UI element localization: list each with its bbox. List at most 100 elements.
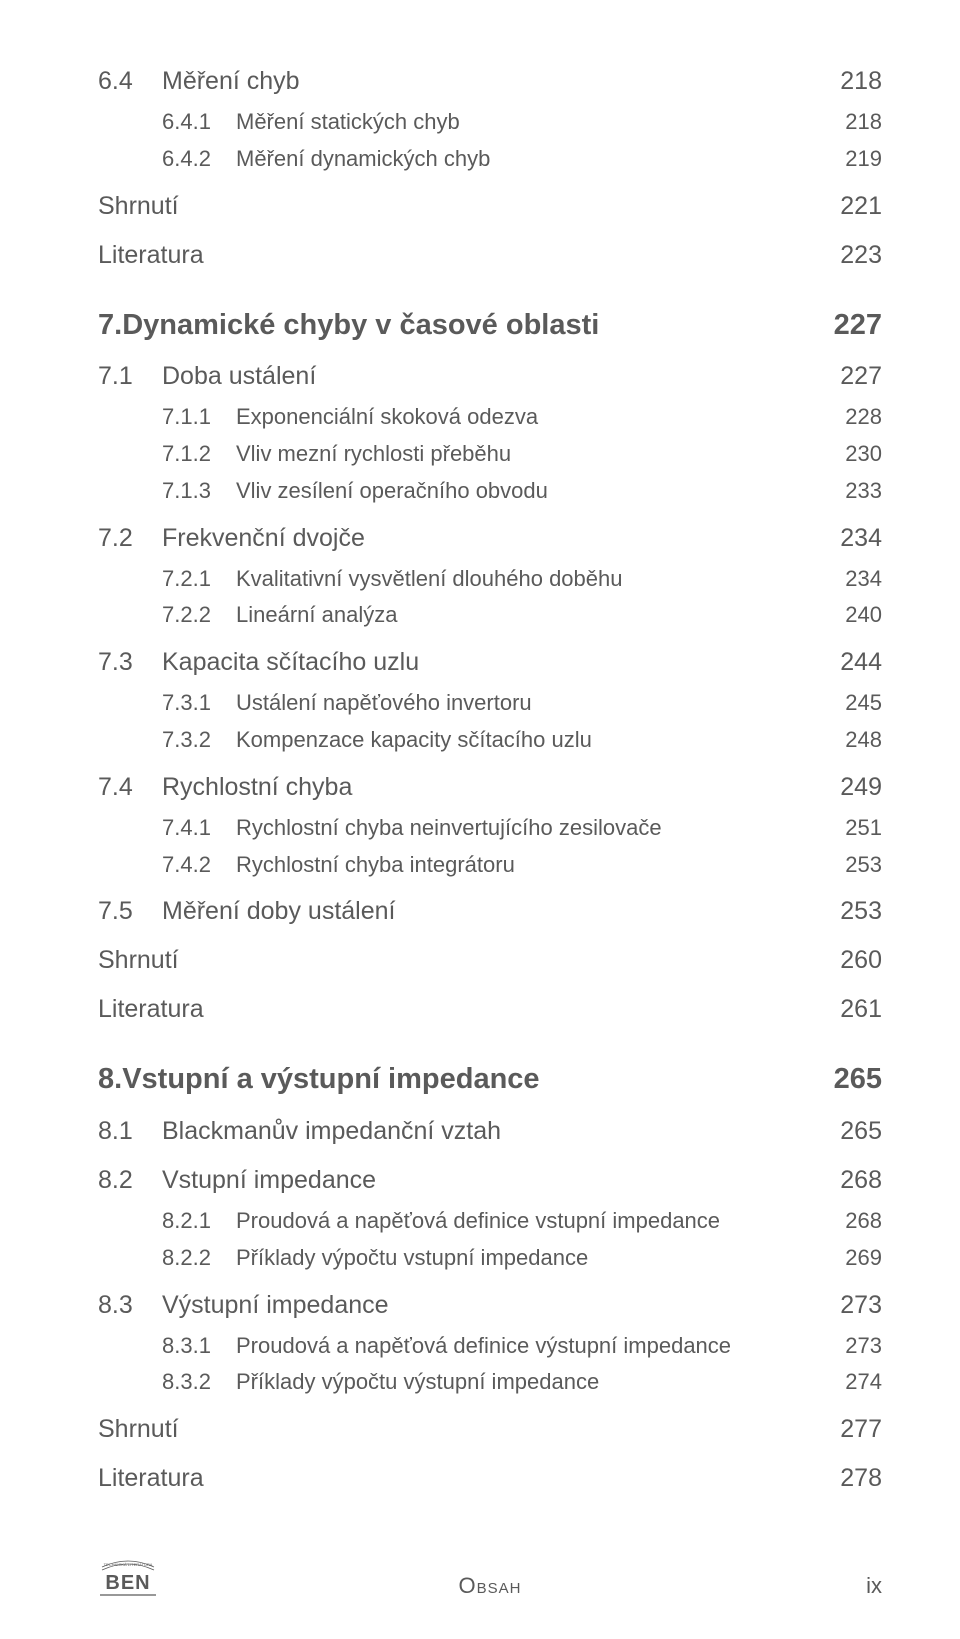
toc-entry-title: 7.2.1Kvalitativní vysvětlení dlouhého do… <box>162 564 622 595</box>
toc-entry-text: Proudová a napěťová definice vstupní imp… <box>236 1208 720 1233</box>
svg-text:TECHNICKÁ LITERATURA: TECHNICKÁ LITERATURA <box>104 1562 153 1567</box>
toc-entry: 7.3.1Ustálení napěťového invertoru 245 <box>98 688 882 719</box>
toc-entry-page: 265 <box>834 1059 882 1100</box>
toc-entry-title: 7.3.1Ustálení napěťového invertoru <box>162 688 532 719</box>
toc-entry-page: 240 <box>845 600 882 631</box>
toc-entry-title: Literatura <box>98 992 204 1027</box>
toc-entry-number: 8.3.1 <box>162 1331 236 1362</box>
toc-entry-title: 8.2.1Proudová a napěťová definice vstupn… <box>162 1206 720 1237</box>
toc-entry-title: 7.1Doba ustálení <box>98 359 316 394</box>
toc-entry-page: 228 <box>845 402 882 433</box>
toc-entry-title: 7.2.2Lineární analýza <box>162 600 397 631</box>
toc-entry: 7.1.2Vliv mezní rychlosti přeběhu 230 <box>98 439 882 470</box>
toc-entry-page: 268 <box>845 1206 882 1237</box>
toc-entry: 6.4Měření chyb218 <box>98 64 882 99</box>
toc-entry-title: 7.5Měření doby ustálení <box>98 894 395 929</box>
toc-entry-text: Doba ustálení <box>162 362 316 390</box>
toc-entry: 7.Dynamické chyby v časové oblasti 227 <box>98 305 882 346</box>
toc-entry-title: 7.4.2Rychlostní chyba integrátoru <box>162 850 515 881</box>
toc-entry: Literatura223 <box>98 238 882 273</box>
toc-entry-number: 7.1 <box>98 359 162 394</box>
publisher-logo: TECHNICKÁ LITERATURA BEN <box>98 1553 158 1599</box>
toc-entry: 8.Vstupní a výstupní impedance265 <box>98 1059 882 1100</box>
toc-entry: 8.2Vstupní impedance 268 <box>98 1163 882 1198</box>
toc-entry-number: 6.4.1 <box>162 107 236 138</box>
toc-entry-text: Dynamické chyby v časové oblasti <box>122 309 599 341</box>
toc-entry-page: 273 <box>845 1331 882 1362</box>
toc-entry-title: 7.4Rychlostní chyba <box>98 770 352 805</box>
toc-entry-page: 273 <box>840 1288 882 1323</box>
toc-entry-page: 253 <box>840 894 882 929</box>
toc-entry: Literatura 261 <box>98 992 882 1027</box>
toc-entry: 7.2.2Lineární analýza 240 <box>98 600 882 631</box>
toc-entry-page: 253 <box>845 850 882 881</box>
toc-entry-text: Měření doby ustálení <box>162 897 395 925</box>
toc-entry-page: 248 <box>845 725 882 756</box>
toc-entry-number: 7.4.1 <box>162 813 236 844</box>
toc-entry-page: 234 <box>845 564 882 595</box>
toc-entry-page: 277 <box>840 1412 882 1447</box>
toc-entry-title: 7.Dynamické chyby v časové oblasti <box>98 305 599 346</box>
toc-entry: 7.1.3Vliv zesílení operačního obvodu 233 <box>98 476 882 507</box>
toc-entry-page: 227 <box>834 305 882 346</box>
toc-entry: 7.4.2Rychlostní chyba integrátoru 253 <box>98 850 882 881</box>
toc-entry-title: 7.1.3Vliv zesílení operačního obvodu <box>162 476 548 507</box>
toc-entry-title: Literatura <box>98 1461 204 1496</box>
page-footer: TECHNICKÁ LITERATURA BEN Obsah ix <box>98 1553 882 1599</box>
toc-entry-text: Shrnutí <box>98 1415 179 1443</box>
toc-entry-page: 269 <box>845 1243 882 1274</box>
toc-entry: Shrnutí260 <box>98 943 882 978</box>
toc-entry: 7.3.2Kompenzace kapacity sčítacího uzlu 2… <box>98 725 882 756</box>
toc-entry-title: 8.3Výstupní impedance <box>98 1288 389 1323</box>
toc-entry-page: 261 <box>840 992 882 1027</box>
toc-entry-number: 7.3 <box>98 645 162 680</box>
toc-entry-page: 244 <box>840 645 882 680</box>
toc-entry-page: 219 <box>845 144 882 175</box>
toc-entry-number: 7.1.3 <box>162 476 236 507</box>
toc-entry-page: 218 <box>840 64 882 99</box>
toc-entry-title: 7.3.2Kompenzace kapacity sčítacího uzlu <box>162 725 592 756</box>
toc-entry-page: 233 <box>845 476 882 507</box>
toc-entry-number: 8.1 <box>98 1114 162 1149</box>
toc-entry-number: 7.2.2 <box>162 600 236 631</box>
toc-entry-title: 7.4.1Rychlostní chyba neinvertujícího ze… <box>162 813 662 844</box>
toc-entry: 8.3.2Příklady výpočtu výstupní impedance… <box>98 1367 882 1398</box>
toc-entry-number: 7.2 <box>98 521 162 556</box>
toc-entry-title: 7.1.2Vliv mezní rychlosti přeběhu <box>162 439 511 470</box>
toc-entry-title: 8.2Vstupní impedance <box>98 1163 376 1198</box>
toc-entry: Shrnutí 277 <box>98 1412 882 1447</box>
toc-entry-page: 268 <box>840 1163 882 1198</box>
toc-entry-page: 249 <box>840 770 882 805</box>
toc-entry-text: Příklady výpočtu vstupní impedance <box>236 1245 588 1270</box>
toc-entry-page: 230 <box>845 439 882 470</box>
toc-entry-text: Exponenciální skoková odezva <box>236 404 538 429</box>
toc-entry-text: Rychlostní chyba <box>162 773 352 801</box>
toc-entry-number: 7.3.1 <box>162 688 236 719</box>
toc-entry-page: 227 <box>840 359 882 394</box>
toc-entry-text: Rychlostní chyba neinvertujícího zesilov… <box>236 815 662 840</box>
toc-entry-number: 8. <box>98 1063 122 1095</box>
toc-entry-number: 7.5 <box>98 894 162 929</box>
toc-entry-title: Literatura <box>98 238 204 273</box>
toc-entry: 8.1Blackmanův impedanční vztah265 <box>98 1114 882 1149</box>
toc-entry-number: 8.2 <box>98 1163 162 1198</box>
toc-entry-page: 245 <box>845 688 882 719</box>
toc-entry-number: 7.3.2 <box>162 725 236 756</box>
toc-entry-number: 7.4 <box>98 770 162 805</box>
toc-entry-page: 260 <box>840 943 882 978</box>
toc-entry: 7.5Měření doby ustálení 253 <box>98 894 882 929</box>
toc-entry: 6.4.1Měření statických chyb218 <box>98 107 882 138</box>
toc-entry-text: Měření chyb <box>162 67 300 95</box>
toc-entry-text: Rychlostní chyba integrátoru <box>236 852 515 877</box>
toc-entry-text: Kvalitativní vysvětlení dlouhého doběhu <box>236 566 622 591</box>
toc-entry: 7.1.1Exponenciální skoková odezva228 <box>98 402 882 433</box>
toc-entry: 7.3Kapacita sčítacího uzlu244 <box>98 645 882 680</box>
toc-entry-number: 7.1.2 <box>162 439 236 470</box>
toc-entry-text: Vliv zesílení operačního obvodu <box>236 478 548 503</box>
toc-entry-title: 6.4.1Měření statických chyb <box>162 107 460 138</box>
toc-entry-text: Vstupní impedance <box>162 1166 376 1194</box>
toc-entry-text: Shrnutí <box>98 192 179 220</box>
toc-entry-text: Měření statických chyb <box>236 109 460 134</box>
toc-entry-number: 7.2.1 <box>162 564 236 595</box>
toc-entry-title: 6.4.2Měření dynamických chyb <box>162 144 490 175</box>
